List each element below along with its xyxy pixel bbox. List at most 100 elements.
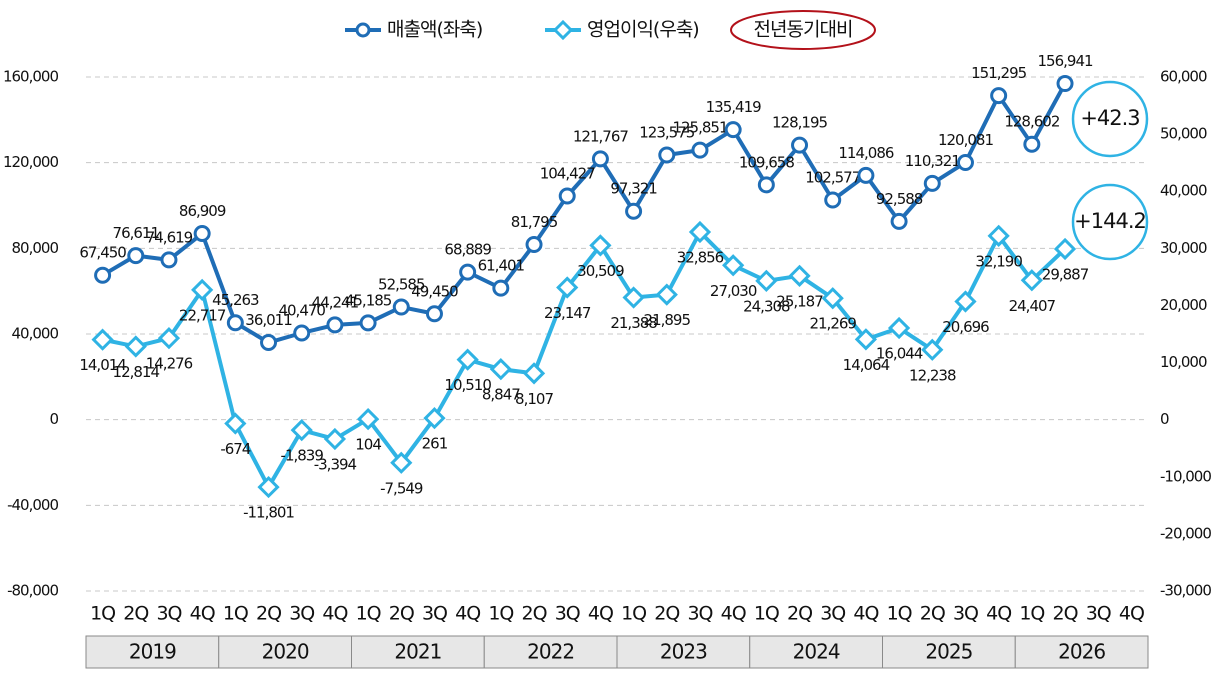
marker — [857, 166, 875, 184]
marker — [191, 278, 214, 302]
marker — [625, 202, 643, 220]
data-label: 97,321 — [610, 180, 657, 198]
marker — [91, 328, 114, 351]
data-label: -7,549 — [380, 479, 423, 497]
data-label: 8,107 — [515, 390, 553, 408]
data-label: 22,717 — [179, 306, 226, 324]
x-tick-label: 1Q — [488, 603, 513, 625]
marker — [1056, 75, 1074, 93]
y-tick-label: 80,000 — [12, 239, 59, 257]
legend-label: 매출액(좌축) — [387, 19, 482, 41]
year-label: 2020 — [262, 640, 309, 664]
marker — [887, 316, 911, 340]
x-tick-label: 4Q — [1119, 603, 1144, 625]
data-label: 52,585 — [378, 276, 425, 294]
x-tick-label: 3Q — [156, 603, 181, 625]
y2-tick-label: -30,000 — [1160, 582, 1211, 600]
data-label: 114,086 — [838, 144, 893, 162]
marker — [688, 220, 712, 244]
marker — [459, 263, 477, 281]
x-tick-label: 4Q — [190, 603, 215, 625]
data-label: 10,510 — [444, 376, 491, 394]
marker — [260, 334, 278, 352]
y2-tick-label: -10,000 — [1160, 467, 1211, 485]
data-label: 24,308 — [743, 297, 790, 315]
data-label: 121,767 — [573, 127, 628, 145]
marker — [558, 187, 576, 205]
data-label: 16,044 — [876, 345, 923, 363]
y2-tick-label: 0 — [1160, 410, 1169, 428]
marker — [127, 247, 145, 265]
data-label: 24,407 — [1009, 297, 1056, 315]
data-label: 125,851 — [672, 119, 727, 137]
marker — [224, 412, 247, 435]
y2-tick-label: 20,000 — [1160, 296, 1207, 314]
x-tick-label: 1Q — [223, 603, 248, 625]
data-label: 44,241 — [312, 293, 359, 311]
year-label: 2022 — [527, 640, 574, 664]
x-tick-label: 2Q — [522, 603, 547, 625]
x-tick-label: 1Q — [754, 603, 779, 625]
data-label: 32,190 — [975, 252, 1022, 270]
marker — [987, 224, 1010, 247]
year-label: 2021 — [394, 640, 441, 664]
data-label: -1,839 — [281, 447, 324, 465]
data-label: 86,909 — [179, 202, 226, 220]
data-label: 104 — [355, 436, 381, 454]
data-label: 120,081 — [938, 131, 993, 149]
x-tick-label: 2Q — [654, 603, 679, 625]
data-label: 12,238 — [909, 366, 956, 384]
data-label: 81,795 — [511, 213, 558, 231]
marker — [392, 298, 410, 316]
marker — [923, 174, 941, 192]
year-cell — [1014, 635, 1149, 669]
y-tick-label: 0 — [49, 410, 58, 428]
year-label: 2025 — [925, 640, 972, 664]
data-label: 21,269 — [809, 315, 856, 333]
x-tick-label: 3Q — [820, 603, 845, 625]
data-label: -3,394 — [314, 456, 357, 474]
marker — [226, 314, 244, 332]
data-label: 261 — [422, 435, 448, 453]
y-tick-label: 160,000 — [3, 68, 58, 86]
marker — [290, 419, 313, 442]
annotation: +42.3 — [1080, 106, 1139, 130]
data-label: 45,185 — [345, 291, 392, 309]
x-tick-label: 3Q — [687, 603, 712, 625]
x-tick-label: 1Q — [356, 603, 381, 625]
x-tick-label: 2Q — [389, 603, 414, 625]
data-label: 21,895 — [644, 311, 691, 329]
marker — [691, 141, 709, 159]
data-label: 21,388 — [610, 314, 657, 332]
marker — [890, 212, 908, 230]
year-label: 2024 — [793, 640, 840, 664]
data-label: 20,696 — [942, 318, 989, 336]
marker — [655, 283, 678, 306]
year-cell — [749, 635, 883, 669]
marker — [591, 150, 609, 168]
legend-note-ring — [730, 10, 876, 50]
marker — [425, 305, 443, 323]
data-label: 14,064 — [843, 356, 890, 374]
marker — [755, 269, 778, 292]
legend-marker — [552, 19, 574, 41]
data-label: 110,321 — [905, 152, 960, 170]
data-label: 14,014 — [79, 356, 126, 374]
x-tick-label: 2Q — [1053, 603, 1078, 625]
y-tick-label: 120,000 — [3, 153, 58, 171]
marker — [160, 251, 178, 269]
marker — [456, 348, 479, 371]
marker — [954, 290, 977, 313]
data-label: 12,814 — [113, 363, 160, 381]
marker — [193, 225, 211, 243]
data-label: 8,847 — [482, 386, 520, 404]
year-cell — [616, 635, 751, 669]
marker — [489, 358, 512, 381]
data-label: 76,611 — [113, 224, 160, 242]
data-label: 68,889 — [444, 241, 491, 259]
year-cell — [351, 635, 485, 669]
data-label: 23,147 — [544, 304, 591, 322]
x-tick-label: 4Q — [853, 603, 878, 625]
marker — [921, 338, 944, 361]
